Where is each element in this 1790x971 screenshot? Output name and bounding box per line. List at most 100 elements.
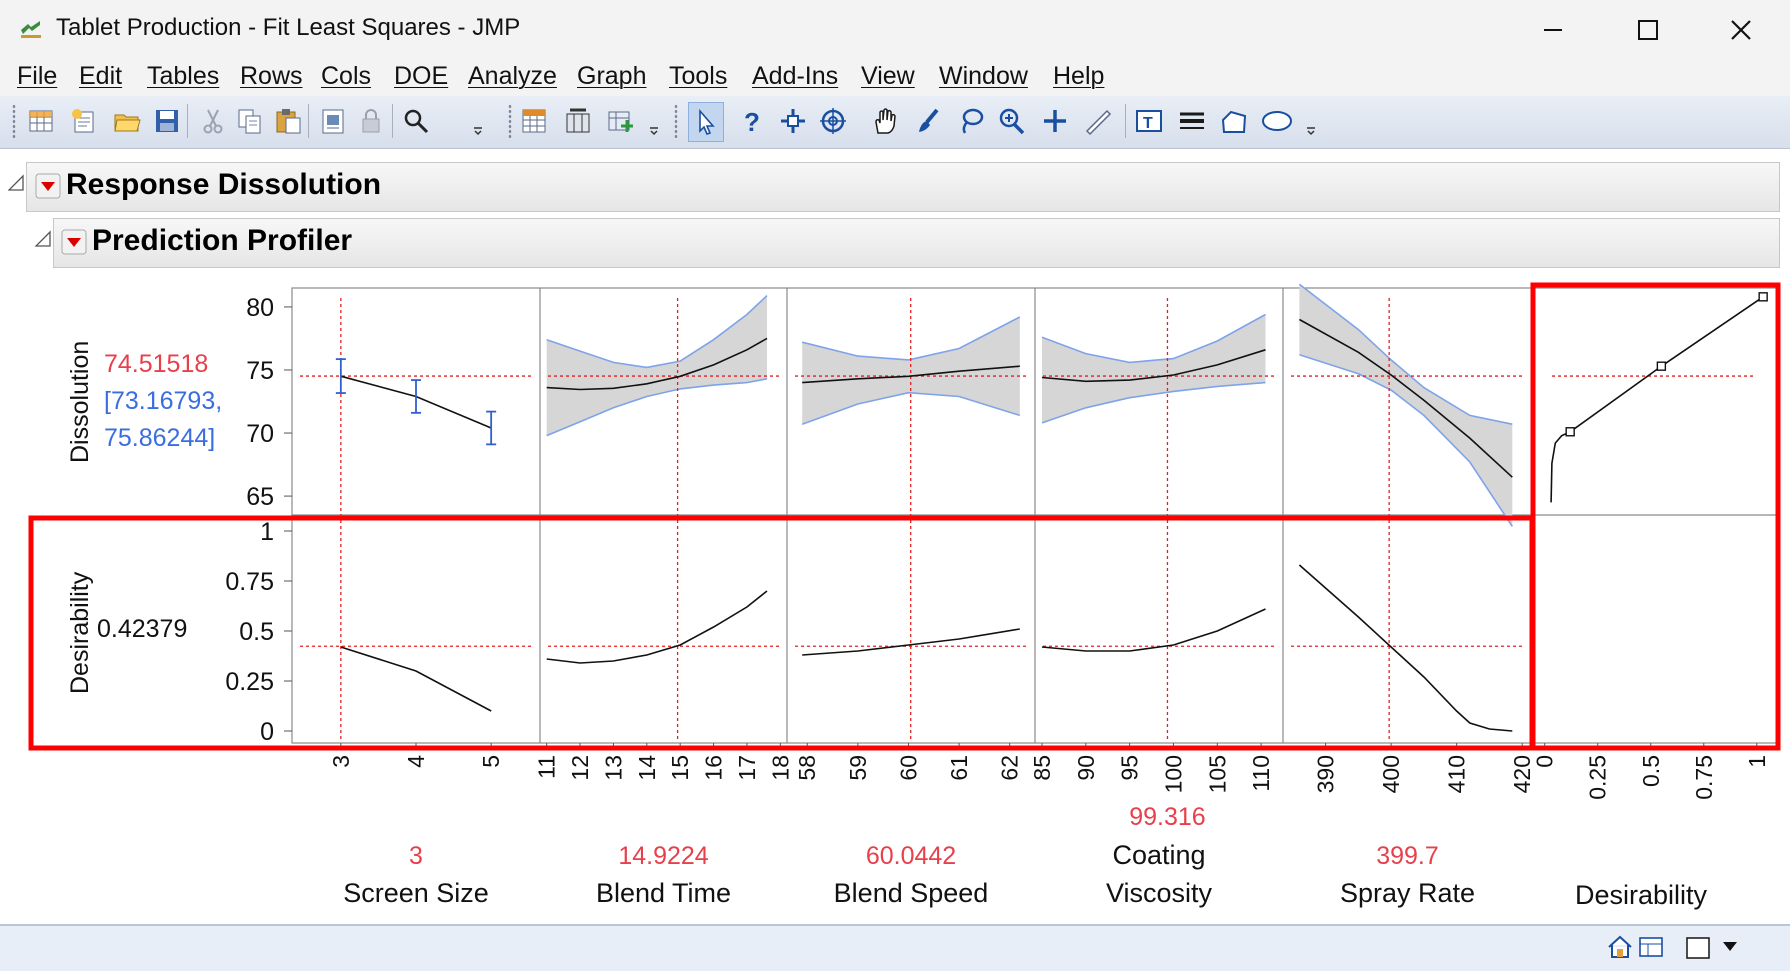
response-outline-header[interactable]: [26, 162, 1780, 212]
profiler-outline-header[interactable]: [53, 218, 1780, 268]
polygon-icon[interactable]: [1217, 102, 1251, 140]
x-tick-label: 16: [701, 755, 727, 781]
outline-disclosure-icon[interactable]: [35, 230, 53, 248]
desirability-trace: [802, 628, 1020, 656]
toolbar-overflow-icon[interactable]: [470, 102, 486, 140]
new-data-table-icon[interactable]: [24, 102, 58, 140]
factor-name: Screen Size: [343, 878, 489, 908]
x-tick-label: 0.75: [1691, 755, 1717, 800]
y-tick-label-dissolution: 75: [246, 357, 274, 385]
magnifier-icon[interactable]: [994, 102, 1028, 140]
menu-window[interactable]: Window: [939, 62, 1028, 90]
menu-analyze[interactable]: Analyze: [468, 62, 557, 90]
profiler-title: Prediction Profiler: [92, 224, 353, 257]
desirability-column-name: Desirability: [1575, 880, 1708, 910]
jmp-app-icon: [21, 21, 41, 38]
current-desirability-value: 0.42379: [97, 615, 187, 643]
x-tick-label: 12: [567, 755, 593, 781]
annotate-icon[interactable]: T: [1132, 102, 1166, 140]
factor-current-value: 14.9224: [618, 842, 708, 870]
menu-tools[interactable]: Tools: [669, 62, 728, 90]
factor-current-value: 3: [409, 842, 423, 870]
data-grid-icon[interactable]: [517, 102, 551, 140]
hand-icon[interactable]: [868, 102, 902, 140]
factor-current-value: 399.7: [1376, 842, 1439, 870]
response-label-desirability: Desirability: [66, 571, 94, 694]
x-tick-label: 390: [1313, 755, 1339, 793]
line-icon[interactable]: [1175, 102, 1209, 140]
arrow-cursor-icon[interactable]: [688, 102, 724, 142]
menu-add-ins[interactable]: Add-Ins: [752, 62, 839, 90]
y-tick-label-desirability: 0.25: [225, 668, 274, 696]
x-tick-label: 0.25: [1585, 755, 1611, 800]
plus-icon[interactable]: [1038, 102, 1072, 140]
toolbar-separator: [187, 104, 188, 138]
menu-cols[interactable]: Cols: [321, 62, 372, 90]
y-tick-label-desirability: 0.5: [239, 618, 274, 646]
help-icon[interactable]: ?: [734, 102, 768, 140]
x-tick-label: 5: [478, 755, 504, 768]
toolbar-grip[interactable]: [12, 104, 16, 138]
ellipse-icon[interactable]: [1260, 102, 1294, 140]
selection-cross-icon[interactable]: [776, 102, 810, 140]
window-icon[interactable]: [1684, 934, 1712, 960]
y-tick-label-desirability: 1: [260, 518, 274, 546]
maximize-button[interactable]: [1603, 4, 1693, 56]
save-icon[interactable]: [150, 102, 184, 140]
x-tick-label: 3: [328, 755, 354, 768]
x-tick-label: 90: [1073, 755, 1099, 781]
factor-name: Viscosity: [1106, 878, 1213, 908]
toolbar-grip[interactable]: [674, 104, 678, 138]
menu-view[interactable]: View: [861, 62, 915, 90]
menu-edit[interactable]: Edit: [79, 62, 123, 90]
desirability-trace: [1298, 564, 1513, 732]
add-data-icon[interactable]: [604, 102, 638, 140]
menu-doe[interactable]: DOE: [394, 62, 449, 90]
toolbar-separator: [308, 104, 309, 138]
layout-icon[interactable]: [1637, 934, 1665, 960]
window-title: Tablet Production - Fit Least Squares - …: [56, 14, 521, 41]
x-tick-label: 18: [767, 755, 793, 781]
menu-tables[interactable]: Tables: [147, 62, 220, 90]
journal-icon[interactable]: [316, 102, 350, 140]
paste-icon[interactable]: [271, 102, 305, 140]
prediction-trace: [802, 365, 1020, 384]
prediction-profiler: 80 75 70 65 1 0.75 0.5 0.25 0 Dissolution 74.51518…: [28, 282, 1781, 910]
minimize-button[interactable]: [1510, 4, 1600, 56]
x-tick-label: 11: [534, 755, 560, 779]
menu-rows[interactable]: Rows: [240, 62, 303, 90]
cut-icon[interactable]: [196, 102, 230, 140]
search-icon[interactable]: [399, 102, 433, 140]
x-tick-label: 420: [1509, 755, 1535, 793]
desirability-trace: [1041, 608, 1266, 652]
crosshair-icon[interactable]: [816, 102, 850, 140]
response-title: Response Dissolution: [66, 168, 382, 201]
toolbar-grip[interactable]: [508, 104, 512, 138]
ruler-icon[interactable]: [1080, 102, 1114, 140]
menu-help[interactable]: Help: [1053, 62, 1105, 90]
table-icon[interactable]: [561, 102, 595, 140]
open-icon[interactable]: [110, 102, 144, 140]
close-button[interactable]: [1696, 4, 1786, 56]
red-triangle-menu-icon[interactable]: [61, 229, 87, 255]
menu-file[interactable]: File: [17, 62, 58, 90]
outline-disclosure-icon[interactable]: [8, 174, 26, 192]
confidence-band-upper: [802, 316, 1021, 361]
red-triangle-menu-icon[interactable]: [35, 173, 61, 199]
confidence-band-lower: [546, 378, 768, 437]
x-tick-label: 13: [600, 755, 626, 781]
brush-icon[interactable]: [911, 102, 945, 140]
toolbar-overflow-icon[interactable]: [1303, 102, 1319, 140]
home-icon[interactable]: [1606, 934, 1634, 960]
confidence-band-lower: [1041, 381, 1266, 424]
x-tick-label: 61: [946, 755, 972, 781]
new-script-icon[interactable]: [67, 102, 101, 140]
menu-graph[interactable]: Graph: [577, 62, 647, 90]
svg-text:T: T: [1143, 115, 1153, 132]
lock-icon[interactable]: [354, 102, 388, 140]
toolbar-overflow-icon[interactable]: [646, 102, 662, 140]
x-tick-label: 14: [634, 755, 660, 781]
dropdown-icon[interactable]: [1720, 936, 1740, 956]
lasso-icon[interactable]: [954, 102, 988, 140]
copy-icon[interactable]: [233, 102, 267, 140]
